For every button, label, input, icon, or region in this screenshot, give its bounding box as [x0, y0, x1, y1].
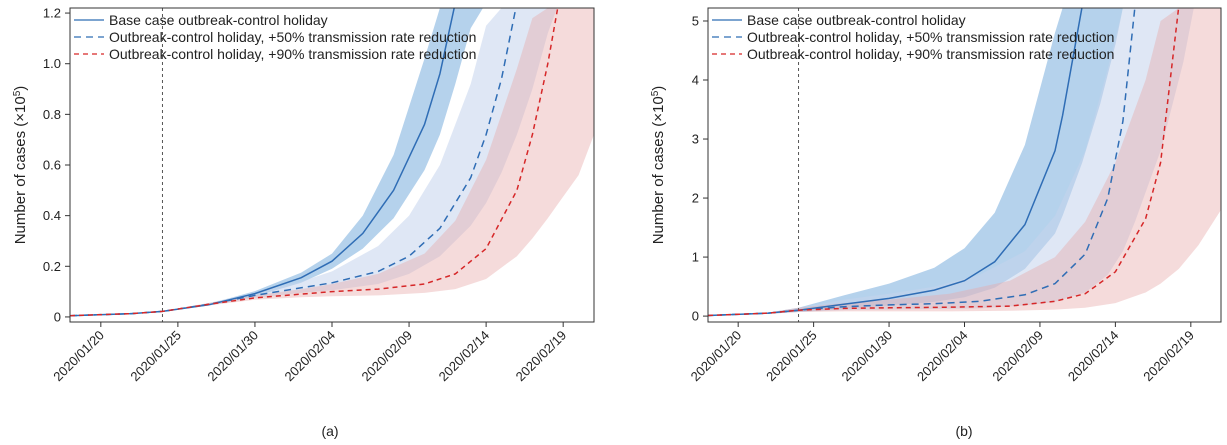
y-tick-label: 1.2 — [43, 6, 61, 21]
panel-a: 0 0.2 0.4 0.6 0.8 1.0 1.2 2020/01/20 2020/01/25… — [12, 6, 595, 439]
panel-b: 0 1 2 3 4 5 2020/01/20 2020/01/25 2020/01/30 202… — [650, 7, 1222, 439]
legend-label-0: Base case outbreak-control holiday — [109, 12, 328, 28]
x-tick-label: 2020/02/04 — [281, 328, 338, 385]
confidence-band-0 — [70, 8, 483, 316]
series-line-2 — [708, 8, 1180, 317]
y-tick-label: 5 — [692, 13, 699, 28]
x-tick-label: 2020/01/30 — [204, 328, 261, 385]
y-axis-label: Number of cases (×105) — [650, 86, 668, 245]
y-tick-label: 1 — [692, 250, 699, 265]
x-tick-label: 2020/02/09 — [359, 328, 416, 385]
y-tick-label: 0.2 — [43, 259, 61, 274]
legend-label-1: Outbreak-control holiday, +50% transmiss… — [747, 29, 1114, 45]
y-tick-label: 1.0 — [43, 56, 61, 71]
y-tick-label: 2 — [692, 191, 699, 206]
x-tick-label: 2020/02/09 — [989, 328, 1046, 385]
x-tick-label: 2020/02/04 — [914, 328, 971, 385]
y-tick-label: 4 — [692, 73, 699, 88]
y-tick-label: 0.8 — [43, 107, 61, 122]
x-tick-label: 2020/02/14 — [436, 328, 493, 385]
y-tick-label: 0.4 — [43, 208, 61, 223]
confidence-band-1 — [708, 8, 1194, 316]
x-tick-label: 2020/02/14 — [1065, 328, 1122, 385]
legend-label-1: Outbreak-control holiday, +50% transmiss… — [109, 29, 476, 45]
y-tick-label: 3 — [692, 132, 699, 147]
caption-a: (a) — [321, 423, 338, 439]
caption-b: (b) — [955, 423, 972, 439]
legend-label-0: Base case outbreak-control holiday — [747, 12, 966, 28]
y-tick-label: 0 — [692, 309, 699, 324]
series-line-2 — [70, 8, 559, 317]
x-tick-label: 2020/01/20 — [688, 328, 745, 385]
y-tick-label: 0.6 — [43, 158, 61, 173]
confidence-band-2 — [708, 8, 1221, 316]
x-tick-label: 2020/02/19 — [1140, 328, 1197, 385]
y-axis-label: Number of cases (×105) — [12, 86, 30, 245]
x-tick-label: 2020/01/25 — [127, 328, 184, 385]
legend: Base case outbreak-control holidayOutbre… — [74, 12, 476, 62]
confidence-band-1 — [70, 8, 557, 316]
x-tick-label: 2020/02/19 — [513, 328, 570, 385]
x-tick-label: 2020/01/30 — [839, 328, 896, 385]
x-tick-label: 2020/01/25 — [763, 328, 820, 385]
confidence-band-0 — [708, 8, 1123, 316]
legend: Base case outbreak-control holidayOutbre… — [712, 12, 1114, 62]
legend-label-2: Outbreak-control holiday, +90% transmiss… — [109, 46, 476, 62]
legend-label-2: Outbreak-control holiday, +90% transmiss… — [747, 46, 1114, 62]
confidence-band-2 — [70, 8, 594, 316]
y-tick-label: 0 — [54, 309, 61, 324]
x-tick-label: 2020/01/20 — [50, 328, 107, 385]
